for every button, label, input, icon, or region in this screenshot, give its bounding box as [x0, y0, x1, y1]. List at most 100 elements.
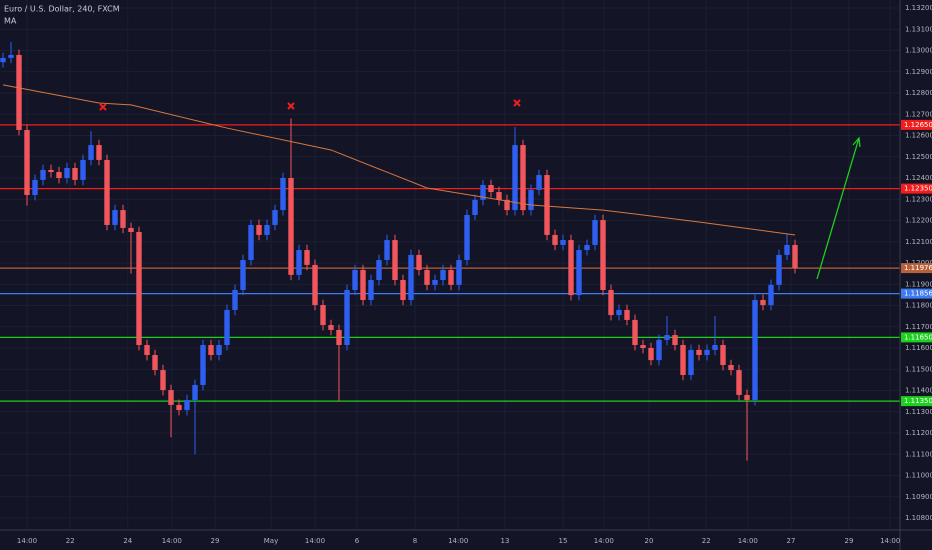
x-tick-label: 15	[559, 537, 568, 545]
candle-body	[232, 289, 238, 310]
candle-body	[312, 264, 318, 306]
candle-body	[112, 210, 118, 225]
y-tick-label: 1.10800	[905, 514, 932, 522]
candle-body	[152, 355, 158, 371]
candle-body	[280, 178, 286, 211]
x-tick-label: 14:00	[17, 537, 37, 545]
candle-body	[568, 240, 574, 296]
y-tick-label: 1.11700	[905, 323, 932, 331]
x-tick-label: 27	[787, 537, 796, 545]
candle-body	[304, 250, 310, 265]
candle-body	[640, 345, 646, 348]
x-tick-label: 6	[355, 537, 360, 545]
x-tick-label: 24	[123, 537, 132, 545]
candle-body	[512, 145, 518, 211]
candle-body	[704, 349, 710, 356]
plot	[0, 42, 798, 461]
x-tick-label: 22	[702, 537, 711, 545]
level-label: 1.11856	[904, 290, 932, 298]
candle-body	[320, 305, 326, 326]
y-tick-label: 1.12800	[905, 89, 932, 97]
candle-body	[416, 254, 422, 271]
x-tick-label: 14:00	[448, 537, 468, 545]
level-label-box	[901, 119, 932, 130]
y-tick-label: 1.11200	[905, 429, 932, 437]
grid	[0, 0, 900, 530]
candle-body	[24, 129, 30, 195]
y-tick-label: 1.13100	[905, 25, 932, 33]
x-tick-label: 14:00	[880, 537, 900, 545]
candle-body	[584, 244, 590, 251]
candle-body	[208, 345, 214, 356]
candle-body	[560, 240, 566, 245]
candle-body	[616, 309, 622, 316]
y-tick-label: 1.13200	[905, 4, 932, 12]
candle-body	[680, 345, 686, 375]
candle-body	[376, 260, 382, 280]
x-marker	[287, 102, 295, 110]
candle-body	[296, 250, 302, 275]
candle-body	[272, 210, 278, 225]
candle-body	[592, 220, 598, 245]
y-tick-label: 1.12100	[905, 238, 932, 246]
candle-body	[520, 145, 526, 211]
x-tick-label: 8	[413, 537, 417, 545]
candle-body	[16, 54, 22, 130]
candle-body	[352, 270, 358, 290]
level-label: 1.11350	[904, 397, 932, 405]
candle-body	[408, 254, 414, 300]
x-tick-label: 14:00	[305, 537, 325, 545]
candle-body	[64, 168, 70, 178]
candle-body	[0, 57, 6, 63]
candle-body	[120, 210, 126, 228]
candle-body	[240, 260, 246, 290]
candle-body	[248, 224, 254, 261]
x-tick-label: 14:00	[594, 537, 614, 545]
candle-body	[736, 370, 742, 395]
candle-body	[696, 349, 702, 356]
x-tick-label: 29	[845, 537, 854, 545]
candle-body	[712, 345, 718, 350]
candle-body	[80, 159, 86, 180]
candle-body	[160, 370, 166, 391]
candle-body	[360, 270, 366, 300]
x-tick-label: 20	[645, 537, 654, 545]
candle-body	[688, 349, 694, 375]
candle-body	[448, 270, 454, 285]
y-tick-label: 1.13000	[905, 47, 932, 55]
candle-body	[784, 244, 790, 255]
candle-body	[96, 145, 102, 160]
candle-body	[456, 260, 462, 285]
level-label-box	[901, 263, 932, 274]
candle-body	[480, 185, 486, 200]
candle-body	[368, 280, 374, 300]
candle-body	[488, 185, 494, 193]
y-tick-label: 1.11300	[905, 408, 932, 416]
candle-body	[632, 319, 638, 346]
level-label-box	[901, 183, 932, 194]
candle-body	[440, 270, 446, 280]
candle-body	[432, 280, 438, 285]
x-tick-label: May	[264, 537, 278, 545]
x-marker	[513, 99, 521, 107]
level-label: 1.11650	[904, 333, 932, 341]
levels	[0, 124, 900, 402]
y-tick-label: 1.12300	[905, 195, 932, 203]
candle-body	[664, 335, 670, 340]
candle-body	[536, 175, 542, 190]
axis: 1.13200 1.13100 1.13000 1.12900 1.12800 1.127…	[17, 4, 932, 545]
candle-body	[56, 172, 62, 178]
level-label-box	[901, 288, 932, 299]
y-tick-label: 1.11800	[905, 302, 932, 310]
y-tick-label: 1.10900	[905, 493, 932, 501]
y-tick-label: 1.12400	[905, 174, 932, 182]
candle-body	[552, 234, 558, 245]
candle-body	[504, 199, 510, 211]
candle-body	[192, 384, 198, 401]
candle-body	[760, 299, 766, 306]
candle-body	[256, 224, 262, 235]
x-tick-label: 13	[501, 537, 510, 545]
